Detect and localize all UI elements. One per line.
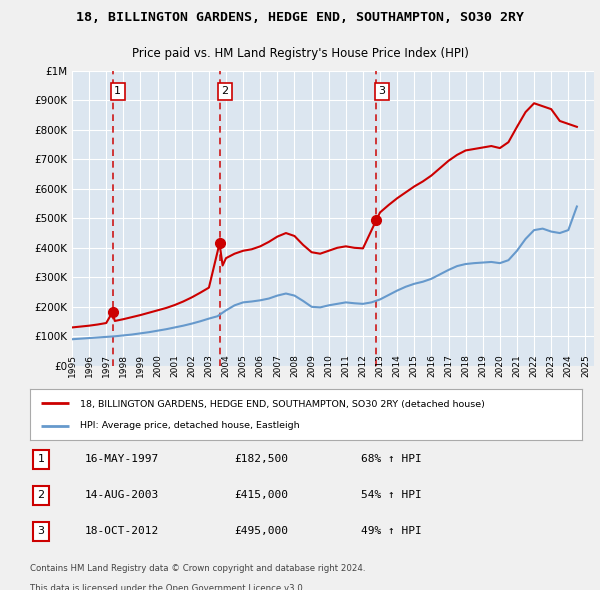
Text: 2018: 2018 [461,354,470,377]
Text: 2008: 2008 [290,354,299,377]
Text: 2012: 2012 [358,354,367,377]
Text: 16-MAY-1997: 16-MAY-1997 [85,454,160,464]
Text: 2020: 2020 [496,354,505,377]
Text: 2021: 2021 [512,354,521,377]
Text: 1: 1 [38,454,44,464]
Text: Price paid vs. HM Land Registry's House Price Index (HPI): Price paid vs. HM Land Registry's House … [131,47,469,60]
Text: Contains HM Land Registry data © Crown copyright and database right 2024.: Contains HM Land Registry data © Crown c… [30,564,365,573]
Text: 18, BILLINGTON GARDENS, HEDGE END, SOUTHAMPTON, SO30 2RY (detached house): 18, BILLINGTON GARDENS, HEDGE END, SOUTH… [80,400,485,409]
Text: 2006: 2006 [256,354,265,377]
Text: 68% ↑ HPI: 68% ↑ HPI [361,454,422,464]
Text: £415,000: £415,000 [234,490,288,500]
Text: 3: 3 [38,526,44,536]
Text: 2022: 2022 [530,354,539,376]
Text: 2013: 2013 [376,354,385,377]
Text: £182,500: £182,500 [234,454,288,464]
Text: 2014: 2014 [392,354,401,377]
Text: 18-OCT-2012: 18-OCT-2012 [85,526,160,536]
Text: 2001: 2001 [170,354,179,377]
Text: HPI: Average price, detached house, Eastleigh: HPI: Average price, detached house, East… [80,421,299,430]
Text: 1: 1 [114,86,121,96]
Text: 2004: 2004 [221,354,230,377]
Text: 2005: 2005 [239,354,248,377]
Text: 2015: 2015 [410,354,419,377]
Text: 2003: 2003 [205,354,214,377]
Text: 49% ↑ HPI: 49% ↑ HPI [361,526,422,536]
Text: 2000: 2000 [153,354,162,377]
Text: 2010: 2010 [324,354,333,377]
Text: 2016: 2016 [427,354,436,377]
Text: 2025: 2025 [581,354,590,377]
Text: 2: 2 [221,86,229,96]
Text: £495,000: £495,000 [234,526,288,536]
Text: 2009: 2009 [307,354,316,377]
Text: 2007: 2007 [273,354,282,377]
Text: 2002: 2002 [187,354,196,377]
Text: 2: 2 [37,490,44,500]
Text: 3: 3 [378,86,385,96]
Text: 2019: 2019 [478,354,487,377]
Text: 2024: 2024 [564,354,573,376]
Text: 2017: 2017 [444,354,453,377]
Text: 14-AUG-2003: 14-AUG-2003 [85,490,160,500]
Text: 1995: 1995 [67,354,77,377]
Text: 18, BILLINGTON GARDENS, HEDGE END, SOUTHAMPTON, SO30 2RY: 18, BILLINGTON GARDENS, HEDGE END, SOUTH… [76,11,524,24]
Text: 1997: 1997 [102,354,111,377]
Text: 2011: 2011 [341,354,350,377]
Text: 54% ↑ HPI: 54% ↑ HPI [361,490,422,500]
Text: 1999: 1999 [136,354,145,377]
Text: This data is licensed under the Open Government Licence v3.0.: This data is licensed under the Open Gov… [30,584,305,590]
Text: 1996: 1996 [85,354,94,377]
Text: 1998: 1998 [119,354,128,377]
Text: 2023: 2023 [547,354,556,377]
